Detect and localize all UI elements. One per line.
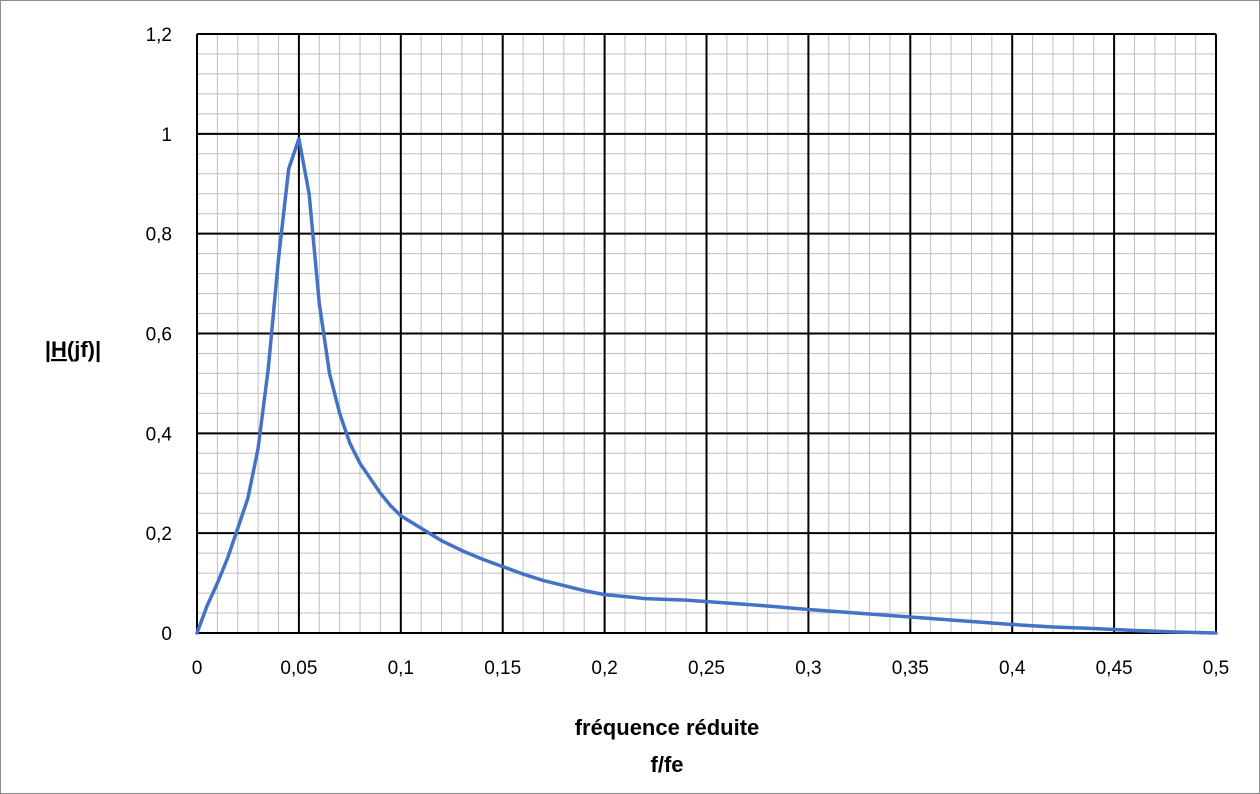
x-axis-title-line2: f/fe [651, 752, 684, 777]
series-lines [195, 137, 1218, 635]
x-tick-label: 0 [192, 658, 203, 679]
y-tick-labels: 0 0,2 0,4 0,6 0,8 1 1,2 [146, 25, 173, 645]
y-tick-label: 0,6 [146, 325, 172, 346]
y-axis-title: |H(jf)| [45, 337, 101, 362]
y-tick-label: 1,2 [146, 25, 172, 46]
series-line [195, 137, 1218, 635]
y-tick-label: 0,8 [146, 225, 172, 246]
x-tick-label: 0,15 [484, 658, 521, 679]
x-axis-title: fréquence réduite [575, 715, 760, 740]
x-tick-label: 0,2 [591, 658, 617, 679]
x-tick-label: 0,3 [795, 658, 821, 679]
x-tick-label: 0,05 [280, 658, 317, 679]
y-tick-label: 1 [161, 125, 172, 146]
y-tick-label: 0,4 [146, 424, 173, 445]
x-tick-label: 0,4 [999, 658, 1026, 679]
y-axis-title-suffix: (jf)| [67, 337, 101, 362]
major-grid [196, 33, 1217, 634]
x-tick-label: 0,25 [688, 658, 725, 679]
y-axis-title-underlined: H [51, 337, 67, 362]
y-axis-title-prefix: | [45, 337, 51, 362]
y-tick-label: 0,2 [146, 524, 172, 545]
x-tick-labels: 0 0,05 0,1 0,15 0,2 0,25 0,3 0,35 0,4 0,45 0,5 [192, 658, 1230, 679]
x-tick-label: 0,5 [1203, 658, 1229, 679]
y-tick-label: 0 [161, 624, 172, 645]
x-tick-label: 0,35 [892, 658, 929, 679]
x-tick-label: 0,1 [388, 658, 414, 679]
x-tick-label: 0,45 [1096, 658, 1133, 679]
